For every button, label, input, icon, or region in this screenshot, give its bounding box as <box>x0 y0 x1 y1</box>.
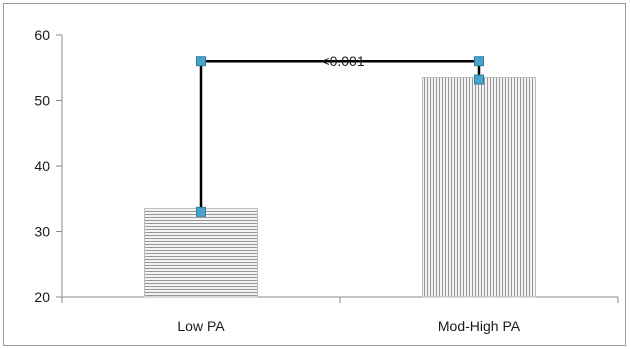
bar-low-pa <box>144 208 258 298</box>
bracket-marker <box>196 206 206 217</box>
x-category-label: Low PA <box>177 318 225 334</box>
p-value-label: <0.001 <box>321 53 364 69</box>
bracket-marker <box>196 56 206 67</box>
x-category-label: Mod-High PA <box>438 318 521 334</box>
y-tick-label: 30 <box>34 224 50 240</box>
y-tick-label: 40 <box>34 158 50 174</box>
y-tick-label: 50 <box>34 93 50 109</box>
y-tick-label: 20 <box>34 289 50 305</box>
y-tick-label: 60 <box>34 27 50 43</box>
bracket-marker <box>474 56 484 67</box>
bar-mod-high-pa <box>422 77 536 298</box>
bracket-marker <box>474 74 484 85</box>
